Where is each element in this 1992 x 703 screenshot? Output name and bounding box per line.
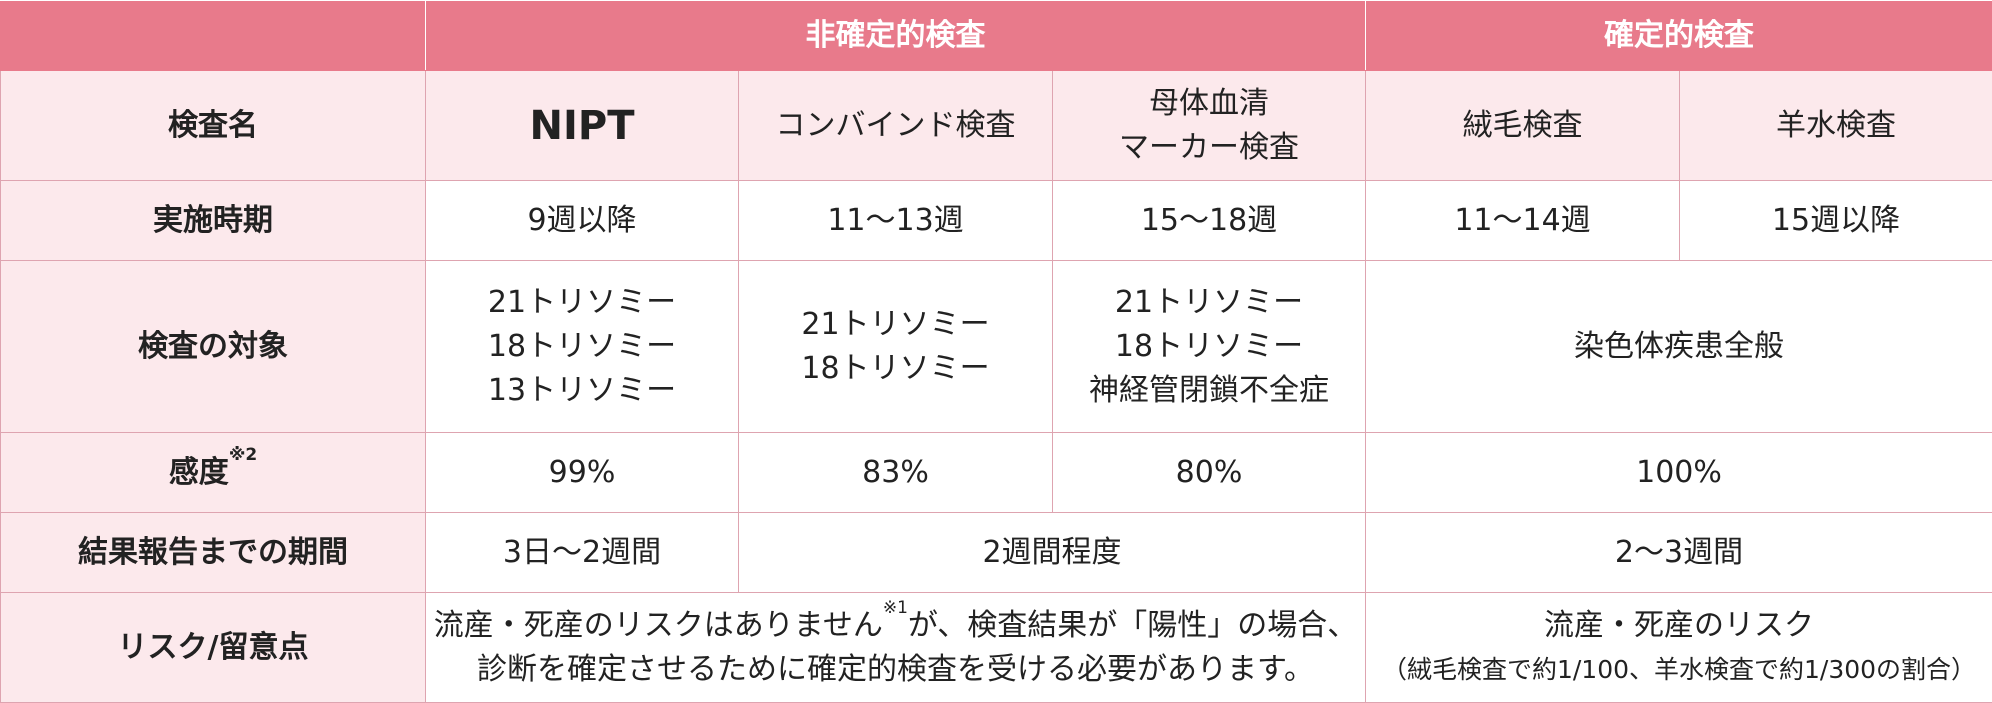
- row-test-name: 検査名 NIPT コンバインド検査 母体血清 マーカー検査 絨毛検査 羊水検査: [1, 71, 1992, 181]
- report-definitive: 2～3週間: [1366, 513, 1992, 593]
- sensitivity-label-text: 感度: [169, 455, 229, 490]
- col-serum-marker: 母体血清 マーカー検査: [1053, 71, 1366, 181]
- col-amnio: 羊水検査: [1680, 71, 1992, 181]
- timing-cvs: 11～14週: [1366, 181, 1680, 261]
- row-report-period: 結果報告までの期間 3日～2週間 2週間程度 2～3週間: [1, 513, 1992, 593]
- row-label-sensitivity: 感度※2: [1, 433, 426, 513]
- row-label-risk: リスク/留意点: [1, 593, 426, 703]
- risk-definitive-line1: 流産・死産のリスク: [1366, 604, 1992, 648]
- timing-combined: 11～13週: [739, 181, 1053, 261]
- target-nipt-item: 18トリソミー: [426, 325, 738, 369]
- report-nipt: 3日～2週間: [426, 513, 739, 593]
- col-combined: コンバインド検査: [739, 71, 1053, 181]
- target-serum-item: 21トリソミー: [1053, 281, 1365, 325]
- target-nipt: 21トリソミー 18トリソミー 13トリソミー: [426, 261, 739, 433]
- sensitivity-footnote-mark: ※2: [229, 445, 257, 465]
- target-combined-item: 21トリソミー: [739, 303, 1052, 347]
- target-serum: 21トリソミー 18トリソミー 神経管閉鎖不全症: [1053, 261, 1366, 433]
- row-label-timing: 実施時期: [1, 181, 426, 261]
- risk-footnote-mark: ※1: [883, 598, 908, 618]
- col-nipt: NIPT: [426, 71, 739, 181]
- target-serum-item: 神経管閉鎖不全症: [1053, 369, 1365, 413]
- target-serum-item: 18トリソミー: [1053, 325, 1365, 369]
- target-nipt-item: 21トリソミー: [426, 281, 738, 325]
- risk-non-definitive-line2: 診断を確定させるために確定的検査を受ける必要があります。: [426, 648, 1365, 692]
- row-label-report-period: 結果報告までの期間: [1, 513, 426, 593]
- target-combined: 21トリソミー 18トリソミー: [739, 261, 1053, 433]
- col-serum-line1: 母体血清: [1053, 82, 1365, 126]
- risk-text-part2: が、検査結果が「陽性」の場合、: [908, 608, 1357, 643]
- target-definitive: 染色体疾患全般: [1366, 261, 1992, 433]
- risk-definitive: 流産・死産のリスク （絨毛検査で約1/100、羊水検査で約1/300の割合）: [1366, 593, 1992, 703]
- col-cvs: 絨毛検査: [1366, 71, 1680, 181]
- sensitivity-combined: 83%: [739, 433, 1053, 513]
- row-target: 検査の対象 21トリソミー 18トリソミー 13トリソミー 21トリソミー 18…: [1, 261, 1992, 433]
- risk-text-part1: 流産・死産のリスクはありません: [434, 608, 883, 643]
- risk-definitive-line2: （絨毛検査で約1/100、羊水検査で約1/300の割合）: [1366, 648, 1992, 692]
- risk-non-definitive-line1: 流産・死産のリスクはありません※1が、検査結果が「陽性」の場合、: [426, 604, 1365, 648]
- group-header-non-definitive: 非確定的検査: [426, 1, 1366, 71]
- col-serum-line2: マーカー検査: [1053, 126, 1365, 170]
- group-header-definitive: 確定的検査: [1366, 1, 1992, 71]
- sensitivity-definitive: 100%: [1366, 433, 1992, 513]
- group-header-blank: [1, 1, 426, 71]
- row-timing: 実施時期 9週以降 11～13週 15～18週 11～14週 15週以降: [1, 181, 1992, 261]
- row-label-target: 検査の対象: [1, 261, 426, 433]
- row-label-test-name: 検査名: [1, 71, 426, 181]
- target-nipt-item: 13トリソミー: [426, 369, 738, 413]
- sensitivity-serum: 80%: [1053, 433, 1366, 513]
- row-risk: リスク/留意点 流産・死産のリスクはありません※1が、検査結果が「陽性」の場合、…: [1, 593, 1992, 703]
- timing-amnio: 15週以降: [1680, 181, 1992, 261]
- timing-nipt: 9週以降: [426, 181, 739, 261]
- risk-non-definitive: 流産・死産のリスクはありません※1が、検査結果が「陽性」の場合、 診断を確定させ…: [426, 593, 1366, 703]
- group-header-row: 非確定的検査 確定的検査: [1, 1, 1992, 71]
- sensitivity-nipt: 99%: [426, 433, 739, 513]
- timing-serum: 15～18週: [1053, 181, 1366, 261]
- report-combined-serum: 2週間程度: [739, 513, 1366, 593]
- target-combined-item: 18トリソミー: [739, 347, 1052, 391]
- row-sensitivity: 感度※2 99% 83% 80% 100%: [1, 433, 1992, 513]
